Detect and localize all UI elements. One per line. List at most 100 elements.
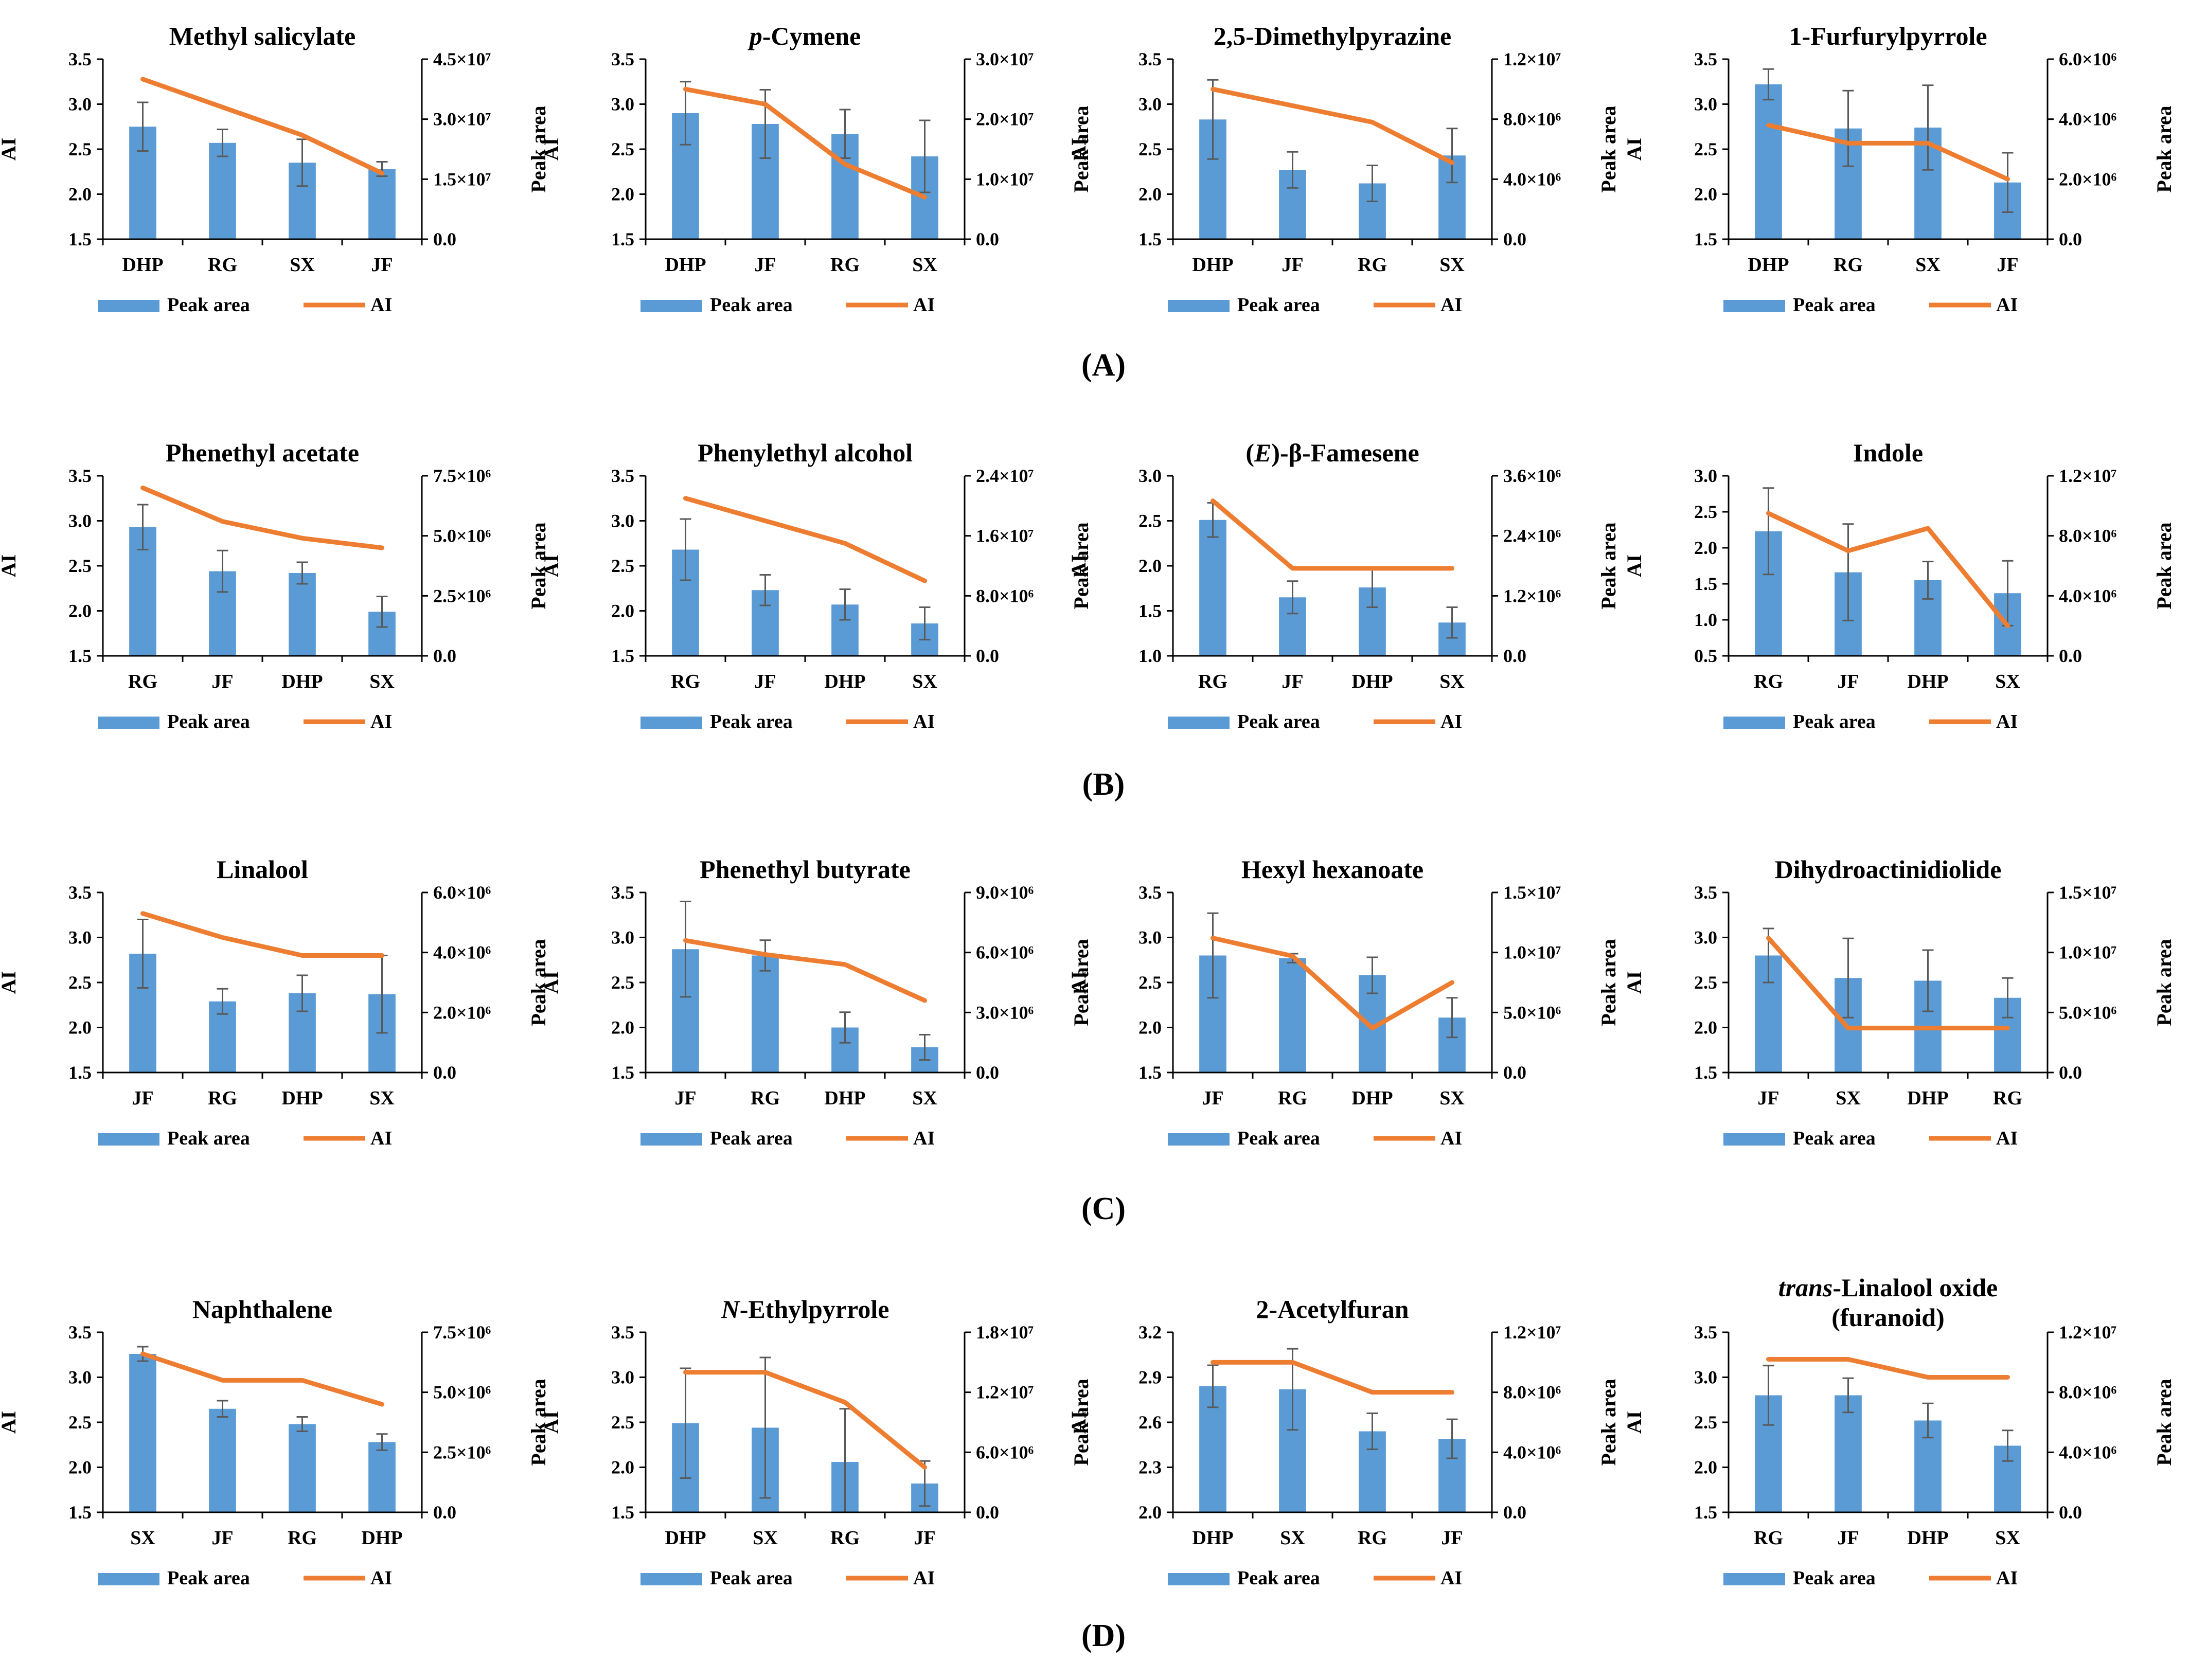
left-axis-title: AI	[1623, 1411, 1646, 1434]
legend-bar-label: Peak area	[1237, 1567, 1320, 1589]
x-tick-label: DHP	[665, 1527, 706, 1549]
right-tick-label: 1.2×10⁷	[1503, 49, 1561, 69]
left-tick-label: 1.5	[1138, 229, 1162, 249]
left-tick-label: 2.0	[1138, 556, 1162, 576]
right-axis-title: Peak area	[2152, 522, 2176, 609]
chart-title: Hexyl hexanoate	[1241, 855, 1423, 884]
x-tick-label: DHP	[1907, 1527, 1948, 1549]
bar	[1755, 84, 1782, 239]
left-tick-label: 2.0	[1694, 1457, 1717, 1478]
right-tick-label: 1.8×10⁷	[976, 1322, 1034, 1343]
left-tick-label: 1.5	[68, 229, 92, 249]
legend-bar-swatch	[1723, 300, 1785, 312]
right-tick-label: 1.5×10⁷	[2059, 882, 2117, 903]
chart-5: Phenethyl acetate 1.5 2.0 2.5 3.0 3.5 0.0 2.5×1…	[0, 438, 550, 732]
x-tick-label: JF	[211, 671, 233, 692]
right-tick-label: 1.2×10⁶	[1503, 585, 1561, 606]
legend-line-label: AI	[1996, 294, 2018, 316]
right-tick-label: 0.0	[976, 1502, 999, 1523]
chart-6: Phenylethyl alcohol 1.5 2.0 2.5 3.0 3.5 0.0 8.0…	[540, 438, 1093, 732]
right-tick-label: 4.5×10⁷	[433, 49, 491, 69]
left-tick-label: 3.0	[1694, 1367, 1717, 1388]
left-tick-label: 2.0	[1138, 184, 1162, 205]
left-tick-label: 3.5	[68, 49, 92, 69]
right-tick-label: 1.5×10⁷	[433, 169, 491, 189]
legend-line-label: AI	[1996, 1567, 2018, 1589]
legend-bar-label: Peak area	[710, 711, 793, 732]
chart-title: trans-Linalool oxide	[1778, 1273, 1998, 1302]
bar	[368, 1442, 396, 1512]
chart-13: Naphthalene 1.5 2.0 2.5 3.0 3.5 0.0 2.5×10⁶ 5.0×…	[0, 1295, 550, 1589]
x-tick-label: DHP	[1748, 254, 1789, 276]
x-tick-label: SX	[1439, 254, 1465, 276]
left-tick-label: 2.0	[68, 601, 92, 621]
left-tick-label: 1.5	[611, 1502, 634, 1523]
x-tick-label: DHP	[1907, 1087, 1948, 1109]
x-tick-label: RG	[1278, 1087, 1307, 1109]
chart-title-part: p	[747, 22, 762, 50]
x-tick-label: RG	[208, 1087, 237, 1109]
right-tick-label: 2.5×10⁶	[433, 585, 491, 606]
x-tick-label: RG	[1754, 671, 1783, 692]
right-tick-label: 8.0×10⁶	[2059, 526, 2117, 546]
right-tick-label: 5.0×10⁶	[433, 526, 491, 546]
left-axis-title: AI	[1623, 555, 1646, 577]
right-tick-label: 3.0×10⁷	[976, 49, 1034, 69]
legend-bar-swatch	[98, 1573, 159, 1585]
chart-title: Linalool	[217, 855, 308, 884]
left-axis-title: AI	[540, 555, 563, 577]
bar	[1199, 520, 1226, 656]
left-tick-label: 3.5	[611, 49, 634, 69]
right-tick-label: 0.0	[1503, 646, 1526, 666]
x-tick-label: SX	[1836, 1087, 1861, 1109]
legend-bar-label: Peak area	[1793, 1567, 1876, 1589]
left-tick-label: 1.5	[68, 646, 92, 666]
bar	[1279, 958, 1306, 1073]
panel-label: (D)	[1081, 1618, 1126, 1653]
left-tick-label: 3.0	[1694, 466, 1717, 486]
right-axis-title: Peak area	[1597, 1379, 1620, 1465]
line-series-ai	[1211, 1360, 1454, 1395]
legend-bar-swatch	[1168, 1573, 1230, 1585]
x-tick-label: SX	[912, 254, 937, 276]
right-tick-label: 8.0×10⁶	[1503, 1382, 1561, 1403]
left-tick-label: 3.2	[1138, 1322, 1162, 1343]
legend-line-label: AI	[913, 1567, 935, 1589]
left-tick-label: 2.5	[68, 139, 92, 159]
right-tick-label: 8.0×10⁶	[976, 585, 1034, 606]
right-axis-title: Peak area	[1070, 1379, 1093, 1465]
left-tick-label: 3.0	[1138, 927, 1162, 948]
right-tick-label: 0.0	[433, 646, 456, 666]
bar	[368, 169, 396, 239]
left-tick-label: 1.5	[611, 1062, 634, 1083]
left-tick-label: 3.0	[1694, 927, 1717, 948]
line-series-ai	[1211, 498, 1454, 571]
legend-line-label: AI	[370, 711, 392, 732]
panel-label: (A)	[1081, 348, 1126, 383]
x-tick-label: SX	[290, 254, 315, 276]
left-tick-label: 2.0	[1694, 538, 1717, 558]
chart-10: Phenethyl butyrate 1.5 2.0 2.5 3.0 3.5 0.0 3.0×…	[540, 855, 1093, 1149]
left-tick-label: 1.5	[611, 646, 634, 666]
right-tick-label: 0.0	[1503, 1062, 1526, 1083]
chart-title-part: -Ethylpyrrole	[740, 1295, 889, 1324]
x-tick-label: SX	[1995, 671, 2020, 692]
right-tick-label: 7.5×10⁶	[433, 466, 491, 486]
right-tick-label: 1.0×10⁷	[2059, 942, 2117, 963]
legend-line-label: AI	[370, 1128, 392, 1149]
left-tick-label: 2.5	[1138, 511, 1162, 531]
x-tick-label: DHP	[122, 254, 163, 276]
x-tick-label: SX	[1439, 671, 1465, 692]
left-tick-label: 2.5	[611, 972, 634, 993]
left-tick-label: 3.0	[611, 927, 634, 948]
right-tick-label: 6.0×10⁶	[976, 942, 1034, 963]
right-tick-label: 0.0	[2059, 1502, 2082, 1523]
x-tick-label: SX	[1439, 1087, 1465, 1109]
chart-title-part: 2-Acetylfuran	[1256, 1295, 1409, 1324]
chart-title: Phenethyl acetate	[166, 438, 359, 467]
x-tick-label: JF	[1997, 254, 2018, 276]
legend-bar-swatch	[98, 1133, 159, 1146]
x-tick-label: JF	[132, 1087, 153, 1109]
x-tick-label: DHP	[361, 1527, 402, 1549]
